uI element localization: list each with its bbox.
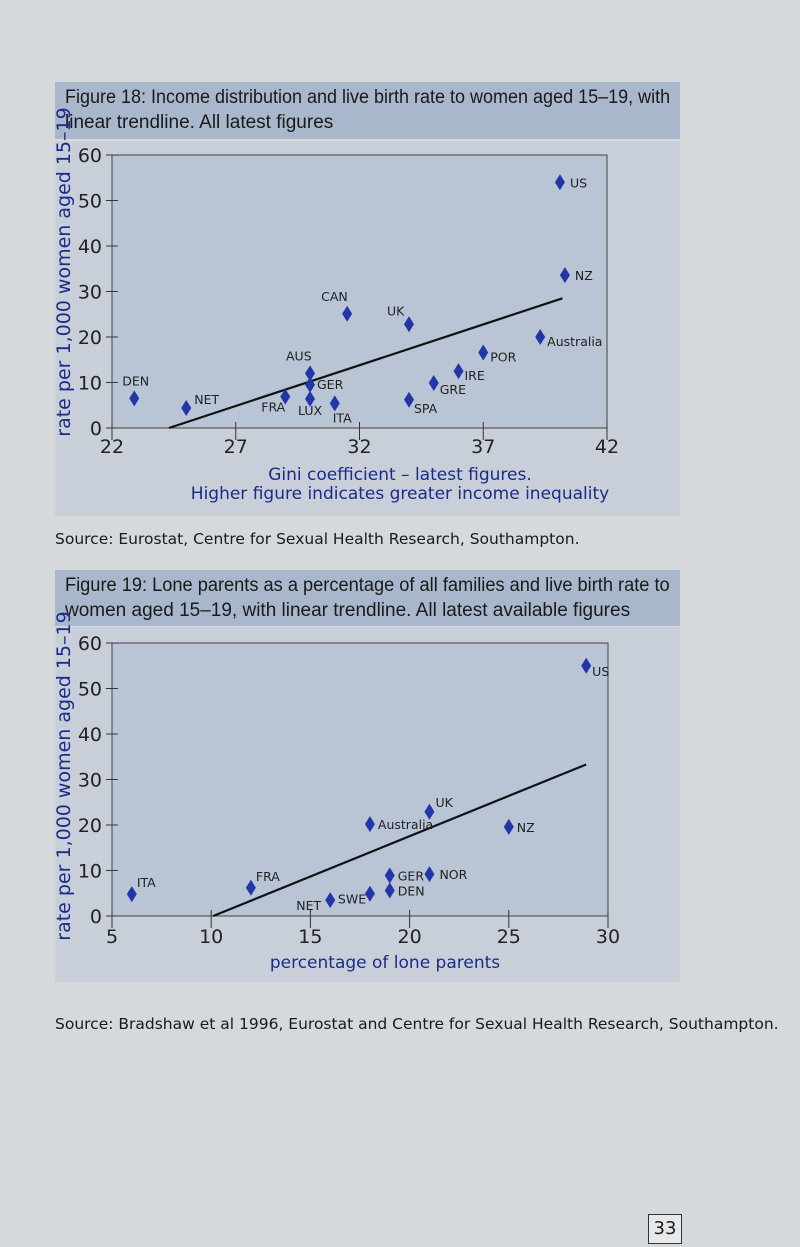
point-label: FRA	[261, 400, 285, 415]
data-point-australia	[535, 329, 546, 345]
figure18-source: Source: Eurostat, Centre for Sexual Heal…	[55, 530, 580, 548]
y-tick-label: 30	[78, 282, 102, 304]
point-label: FRA	[256, 869, 280, 884]
data-point-por	[478, 344, 489, 361]
data-point-spa	[404, 391, 414, 408]
x-tick-label: 25	[497, 926, 521, 948]
data-point-fra	[280, 388, 291, 405]
data-point-lux	[305, 390, 315, 407]
x-tick-label: 20	[398, 926, 422, 948]
x-axis-label: Higher figure indicates greater income i…	[191, 484, 609, 504]
data-point-uk	[424, 803, 435, 820]
data-point-nz	[503, 818, 514, 835]
data-point-gre	[428, 374, 439, 391]
point-label: DEN	[122, 373, 149, 388]
y-tick-label: 10	[78, 373, 102, 395]
plot-area	[111, 154, 608, 429]
y-tick-label: 50	[78, 191, 102, 213]
y-tick-label: 10	[78, 861, 102, 883]
x-tick-label: 15	[298, 926, 322, 948]
point-label: NZ	[575, 268, 593, 283]
y-tick-label: 30	[78, 770, 102, 792]
plot-area	[111, 642, 609, 917]
data-point-nor	[424, 866, 435, 883]
data-point-uk	[404, 316, 414, 333]
point-label: UK	[387, 303, 405, 318]
data-point-den	[384, 882, 395, 899]
x-tick-label: 27	[224, 436, 248, 458]
x-axis-label: percentage of lone parents	[270, 953, 500, 973]
page-number: 33	[648, 1214, 682, 1244]
point-label: IRE	[465, 368, 485, 383]
data-point-nz	[559, 267, 570, 284]
point-label: NET	[194, 392, 219, 407]
x-tick-label: 32	[347, 436, 371, 458]
y-tick-label: 20	[78, 327, 102, 349]
trendline	[212, 763, 587, 918]
x-tick-label: 37	[471, 436, 495, 458]
x-tick-label: 22	[100, 436, 124, 458]
y-axis-label: rate per 1,000 women aged 15–19	[53, 611, 75, 940]
data-point-den	[129, 390, 140, 407]
x-tick-label: 30	[596, 926, 620, 948]
point-label: AUS	[286, 348, 312, 363]
point-label: Australia	[378, 817, 433, 832]
figure19-title-line1: Figure 19: Lone parents as a percentage …	[65, 575, 670, 596]
point-label: GER	[398, 869, 425, 884]
point-label: CAN	[321, 289, 348, 304]
figure18-title: Figure 18: Income distribution and live …	[55, 82, 680, 139]
point-label: NOR	[439, 867, 467, 882]
x-tick-label: 10	[199, 926, 223, 948]
y-axis-label: rate per 1,000 women aged 15–19	[53, 107, 75, 436]
point-label: POR	[490, 349, 516, 364]
figure19-source: Source: Bradshaw et al 1996, Eurostat an…	[55, 1015, 779, 1033]
data-point-ire	[453, 363, 464, 380]
data-point-net	[325, 892, 336, 909]
data-point-aus	[305, 365, 315, 382]
data-point-can	[342, 305, 353, 322]
figure18-title-line1: Figure 18: Income distribution and live …	[65, 87, 671, 108]
point-label: US	[570, 175, 587, 190]
x-tick-label: 5	[106, 926, 118, 948]
point-label: DEN	[398, 884, 425, 899]
data-point-australia	[364, 816, 375, 833]
x-axis-label: Gini coefficient – latest figures.	[268, 465, 532, 485]
data-point-ger	[305, 376, 315, 393]
point-label: LUX	[298, 403, 322, 418]
point-label: NET	[296, 898, 321, 913]
data-point-fra	[245, 879, 256, 896]
data-point-swe	[364, 885, 375, 902]
data-point-ita	[126, 886, 137, 903]
point-label: Australia	[547, 334, 602, 349]
y-tick-label: 60	[78, 145, 102, 167]
figure19-title: Figure 19: Lone parents as a percentage …	[55, 570, 680, 626]
y-tick-label: 50	[78, 679, 102, 701]
data-point-ita	[329, 395, 340, 412]
point-label: ITA	[137, 875, 156, 890]
point-label: ITA	[333, 410, 352, 425]
point-label: GER	[317, 377, 344, 392]
y-tick-label: 40	[78, 724, 102, 746]
x-tick-label: 42	[595, 436, 619, 458]
figure18-title-line2: linear trendline. All latest figures	[65, 112, 334, 133]
y-tick-label: 40	[78, 236, 102, 258]
y-tick-label: 0	[90, 906, 102, 928]
data-point-us	[554, 174, 565, 191]
y-tick-label: 60	[78, 633, 102, 655]
data-point-net	[181, 399, 192, 416]
y-tick-label: 0	[90, 418, 102, 440]
y-tick-label: 20	[78, 815, 102, 837]
point-label: GRE	[440, 382, 466, 397]
point-label: US	[592, 664, 609, 679]
data-point-us	[581, 657, 592, 674]
point-label: UK	[435, 795, 453, 810]
trendline	[168, 297, 563, 430]
point-label: SWE	[338, 892, 366, 907]
figure19-title-line2: women aged 15–19, with linear trendline.…	[65, 600, 631, 621]
data-point-ger	[384, 867, 395, 884]
point-label: SPA	[414, 401, 438, 416]
point-label: NZ	[517, 820, 535, 835]
